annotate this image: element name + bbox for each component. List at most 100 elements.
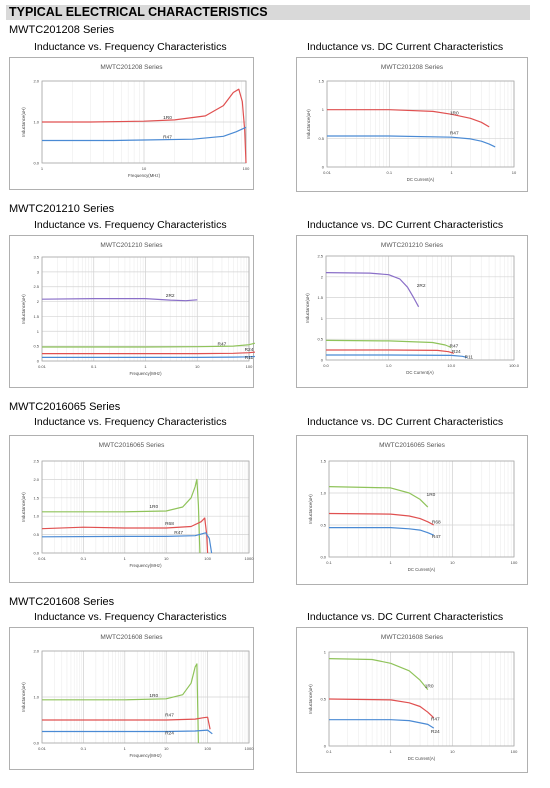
x-tick-label: 10 bbox=[512, 170, 517, 175]
chart-201210-dc-current: MWTC201210 Series 0.0 1.0 10.0 100.0 0 0.5 1 1.5… bbox=[296, 235, 528, 388]
series-line-r24 bbox=[329, 719, 435, 729]
y-axis-label: Inductance(uH) bbox=[308, 494, 313, 524]
x-tick-label: 0.01 bbox=[38, 364, 47, 369]
y-tick-label: 1.0 bbox=[33, 120, 39, 125]
x-tick-label: 100 bbox=[243, 166, 250, 171]
chart-title: MWTC201210 Series bbox=[381, 242, 444, 249]
chart-title: MWTC201208 Series bbox=[100, 64, 163, 71]
x-tick-label: 1 bbox=[144, 364, 147, 369]
series-label-r24: R24 bbox=[452, 349, 461, 355]
y-axis-label: Inductance(uH) bbox=[308, 684, 313, 714]
y-tick-label: 0.5 bbox=[320, 697, 326, 702]
series-line-r68 bbox=[41, 517, 209, 554]
series-label-r47: R47 bbox=[174, 530, 183, 536]
series-label-2r2: 2R2 bbox=[166, 293, 175, 299]
y-tick-label: 0.0 bbox=[33, 551, 39, 556]
chart-2016065-frequency: MWTC2016065 Series 0.01 0.1 1 10 100 1000 0.0 0.… bbox=[9, 435, 254, 583]
series-line-1r0 bbox=[42, 88, 247, 164]
y-tick-label: 0.5 bbox=[320, 523, 326, 528]
chart-frame bbox=[296, 57, 528, 192]
y-tick-label: 0.5 bbox=[317, 337, 323, 342]
y-axis-label: Inductance(uH) bbox=[21, 492, 26, 522]
x-tick-label: 100 bbox=[204, 746, 211, 751]
series-label-r47: R47 bbox=[165, 712, 174, 718]
series-label-1r0: 1R0 bbox=[149, 693, 158, 699]
x-tick-label: 1000 bbox=[245, 746, 255, 751]
series-title-201210: MWTC201210 Series bbox=[9, 203, 115, 215]
series-label-r47: R47 bbox=[432, 534, 441, 540]
y-tick-label: 1.5 bbox=[33, 314, 39, 319]
x-axis-label: Frequency(MHz) bbox=[130, 563, 163, 568]
series-line-r11 bbox=[42, 355, 255, 359]
series-label-r68: R68 bbox=[165, 521, 174, 527]
chart-frame bbox=[9, 435, 254, 583]
y-axis-label: Inductance(uH) bbox=[305, 293, 310, 323]
subtitle-freq-201210: Inductance vs. Frequency Characteristics bbox=[34, 219, 227, 231]
series-label-r11: R11 bbox=[465, 354, 474, 360]
chart-title: MWTC201208 Series bbox=[381, 64, 444, 71]
y-tick-label: 0.0 bbox=[320, 555, 326, 560]
y-tick-label: 2.0 bbox=[33, 477, 39, 482]
y-tick-label: 0 bbox=[321, 358, 324, 363]
y-tick-label: 1 bbox=[322, 107, 325, 112]
x-tick-label: 10 bbox=[142, 166, 147, 171]
series-label-r24: R24 bbox=[431, 729, 440, 735]
y-tick-label: 0 bbox=[324, 744, 327, 749]
subtitle-freq-201608: Inductance vs. Frequency Characteristics bbox=[34, 611, 227, 623]
chart-title: MWTC2016065 Series bbox=[99, 442, 165, 449]
chart-frame bbox=[296, 235, 528, 388]
series-label-r47: R47 bbox=[450, 344, 459, 350]
y-tick-label: 0 bbox=[37, 359, 40, 364]
plot-area bbox=[325, 255, 515, 361]
x-tick-label: 1 bbox=[390, 560, 393, 565]
series-title-201608: MWTC201608 Series bbox=[9, 596, 115, 608]
x-tick-label: 10 bbox=[450, 749, 455, 754]
x-tick-label: 0.1 bbox=[81, 556, 87, 561]
y-tick-label: 0.5 bbox=[33, 344, 39, 349]
series-label-2r2: 2R2 bbox=[417, 283, 426, 289]
x-axis-label: Frequency(MHz) bbox=[130, 371, 163, 376]
page-heading: TYPICAL ELECTRICAL CHARACTERISTICS bbox=[6, 5, 530, 20]
y-tick-label: 1.5 bbox=[320, 459, 326, 464]
series-label-r47: R47 bbox=[163, 134, 172, 140]
x-axis-label: DC Current(A) bbox=[407, 177, 435, 182]
chart-frame bbox=[9, 57, 254, 190]
x-tick-label: 1 bbox=[124, 556, 127, 561]
x-axis-label: Frequency(MHz) bbox=[128, 173, 161, 178]
x-tick-label: 100.0 bbox=[509, 363, 520, 368]
series-line-r11 bbox=[326, 354, 468, 359]
series-line-r24 bbox=[42, 729, 213, 735]
y-tick-label: 2 bbox=[37, 299, 40, 304]
series-line-r24 bbox=[42, 351, 255, 355]
subtitle-dc-2016065: Inductance vs. DC Current Characteristic… bbox=[307, 416, 504, 428]
y-tick-label: 1 bbox=[321, 316, 324, 321]
y-axis-label: Inductance(uH) bbox=[21, 107, 26, 137]
y-tick-label: 2.0 bbox=[33, 79, 39, 84]
series-line-r47 bbox=[42, 342, 256, 348]
series-line-r68 bbox=[328, 512, 435, 526]
y-tick-label: 1 bbox=[37, 329, 40, 334]
y-tick-label: 1.0 bbox=[320, 491, 326, 496]
series-line-r47 bbox=[41, 532, 213, 554]
chart-201608-frequency: MWTC201608 Series 0.01 0.1 1 10 100 1000 0.0 1.0… bbox=[9, 627, 254, 770]
x-tick-label: 10.0 bbox=[447, 363, 456, 368]
x-tick-label: 10 bbox=[164, 556, 169, 561]
series-label-1r0: 1R0 bbox=[425, 684, 434, 690]
x-axis-label: DC Current(A) bbox=[408, 756, 436, 761]
chart-frame bbox=[9, 627, 254, 770]
x-tick-label: 1.0 bbox=[386, 363, 392, 368]
series-line-1r0 bbox=[327, 109, 490, 128]
series-line-r24 bbox=[326, 349, 455, 354]
x-tick-label: 0.1 bbox=[387, 170, 393, 175]
y-tick-label: 0.0 bbox=[33, 741, 39, 746]
y-axis-label: Inductance(uH) bbox=[21, 294, 26, 324]
y-tick-label: 0.5 bbox=[33, 532, 39, 537]
x-tick-label: 100 bbox=[511, 560, 518, 565]
series-line-r47 bbox=[42, 716, 211, 730]
subtitle-freq-2016065: Inductance vs. Frequency Characteristics bbox=[34, 416, 227, 428]
x-tick-label: 0.01 bbox=[38, 556, 47, 561]
y-axis-label: Inductance(uH) bbox=[21, 682, 26, 712]
y-tick-label: 2.5 bbox=[317, 254, 323, 259]
y-tick-label: 2 bbox=[321, 274, 324, 279]
series-label-1r0: 1R0 bbox=[163, 115, 172, 121]
